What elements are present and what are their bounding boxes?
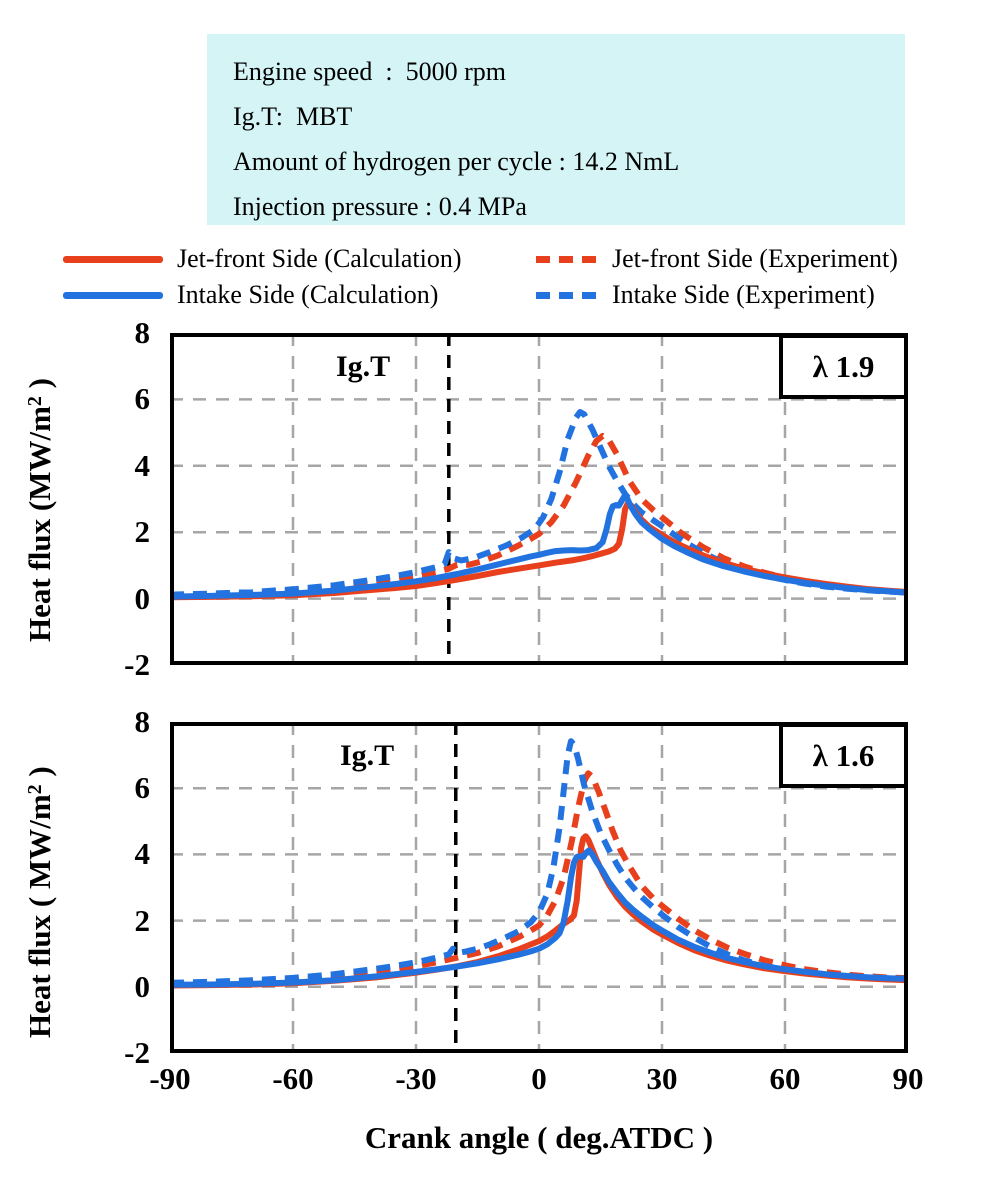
series-jet-front-experiment: [170, 770, 908, 988]
y-tick-label: 4: [134, 447, 151, 483]
y-axis-title-sup: 2: [24, 784, 46, 795]
y-axis-ticks-bottom: 8 6 4 2 0 -2: [86, 704, 151, 1070]
legend-item-intake-calculation: Intake Side (Calculation): [63, 279, 438, 311]
y-axis-title-text: ): [22, 766, 57, 785]
y-axis-title-text: Heat flux (MW/m: [22, 406, 57, 642]
legend-swatch-intake-calculation: [63, 291, 163, 299]
legend-label: Intake Side (Calculation): [177, 280, 439, 309]
y-axis-title-text: Heat flux ( MW/m: [22, 794, 57, 1038]
legend-swatch-jet-front-experiment: [536, 255, 598, 263]
y-tick-label: -2: [124, 647, 150, 682]
y-tick-label: 0: [134, 580, 151, 616]
series-intake-calculation: [170, 493, 908, 600]
x-tick-label: -60: [272, 1061, 314, 1096]
lambda-badge-1-9: λ 1.9: [779, 334, 908, 399]
x-axis-title: Crank angle ( deg.ATDC ): [364, 1120, 714, 1155]
y-tick-label: 8: [134, 315, 151, 350]
legend-swatch-intake-experiment: [536, 291, 598, 299]
x-tick-label: -90: [149, 1061, 191, 1096]
y-tick-label: 0: [134, 968, 151, 1004]
series-intake-calculation: [170, 847, 908, 988]
y-axis-title-top: Heat flux (MW/m2 ): [22, 378, 58, 642]
x-axis-ticks: -90 -60 -30 0 30 60 90: [149, 1061, 923, 1103]
y-axis-title-bottom: Heat flux ( MW/m2 ): [22, 766, 58, 1038]
y-tick-label: 8: [134, 704, 151, 739]
info-line-engine-speed: Engine speed : 5000 rpm: [233, 57, 506, 86]
info-line-ignition-timing: Ig.T: MBT: [233, 102, 353, 131]
legend-label: Jet-front Side (Calculation): [177, 244, 462, 273]
legend-swatch-jet-front-calculation: [63, 255, 163, 263]
y-tick-label: 6: [134, 770, 151, 806]
x-tick-label: 0: [531, 1061, 547, 1096]
y-axis-ticks-top: 8 6 4 2 0 -2: [86, 315, 151, 682]
legend-label: Jet-front Side (Experiment): [612, 244, 898, 273]
info-line-hydrogen-amount: Amount of hydrogen per cycle : 14.2 NmL: [233, 147, 680, 176]
x-tick-label: -30: [395, 1061, 437, 1096]
y-tick-label: 2: [134, 514, 151, 550]
legend-item-jet-front-experiment: Jet-front Side (Experiment): [536, 243, 898, 275]
legend-item-jet-front-calculation: Jet-front Side (Calculation): [63, 243, 461, 275]
lambda-badge-label: λ 1.9: [812, 348, 875, 384]
y-axis-title-sup: 2: [24, 396, 46, 407]
test-conditions-box: Engine speed : 5000 rpm Ig.T: MBT Amount…: [207, 34, 905, 225]
y-tick-label: -2: [124, 1035, 150, 1070]
igt-annotation-bottom: Ig.T: [340, 739, 395, 772]
lambda-badge-1-6: λ 1.6: [779, 723, 908, 788]
igt-annotation-top: Ig.T: [336, 350, 391, 383]
plot-border: [170, 722, 908, 1053]
x-tick-label: 60: [769, 1061, 801, 1096]
plot-border: [170, 333, 908, 665]
x-tick-label: 30: [646, 1061, 678, 1096]
legend-label: Intake Side (Experiment): [612, 280, 875, 309]
y-tick-label: 6: [134, 381, 151, 417]
lambda-badge-label: λ 1.6: [812, 737, 875, 773]
y-tick-label: 2: [134, 902, 151, 938]
x-tick-label: 90: [892, 1061, 924, 1096]
legend-item-intake-experiment: Intake Side (Experiment): [536, 279, 875, 311]
y-axis-title-text: ): [22, 378, 57, 397]
y-tick-label: 4: [134, 836, 151, 872]
info-line-injection-pressure: Injection pressure : 0.4 MPa: [233, 192, 527, 221]
